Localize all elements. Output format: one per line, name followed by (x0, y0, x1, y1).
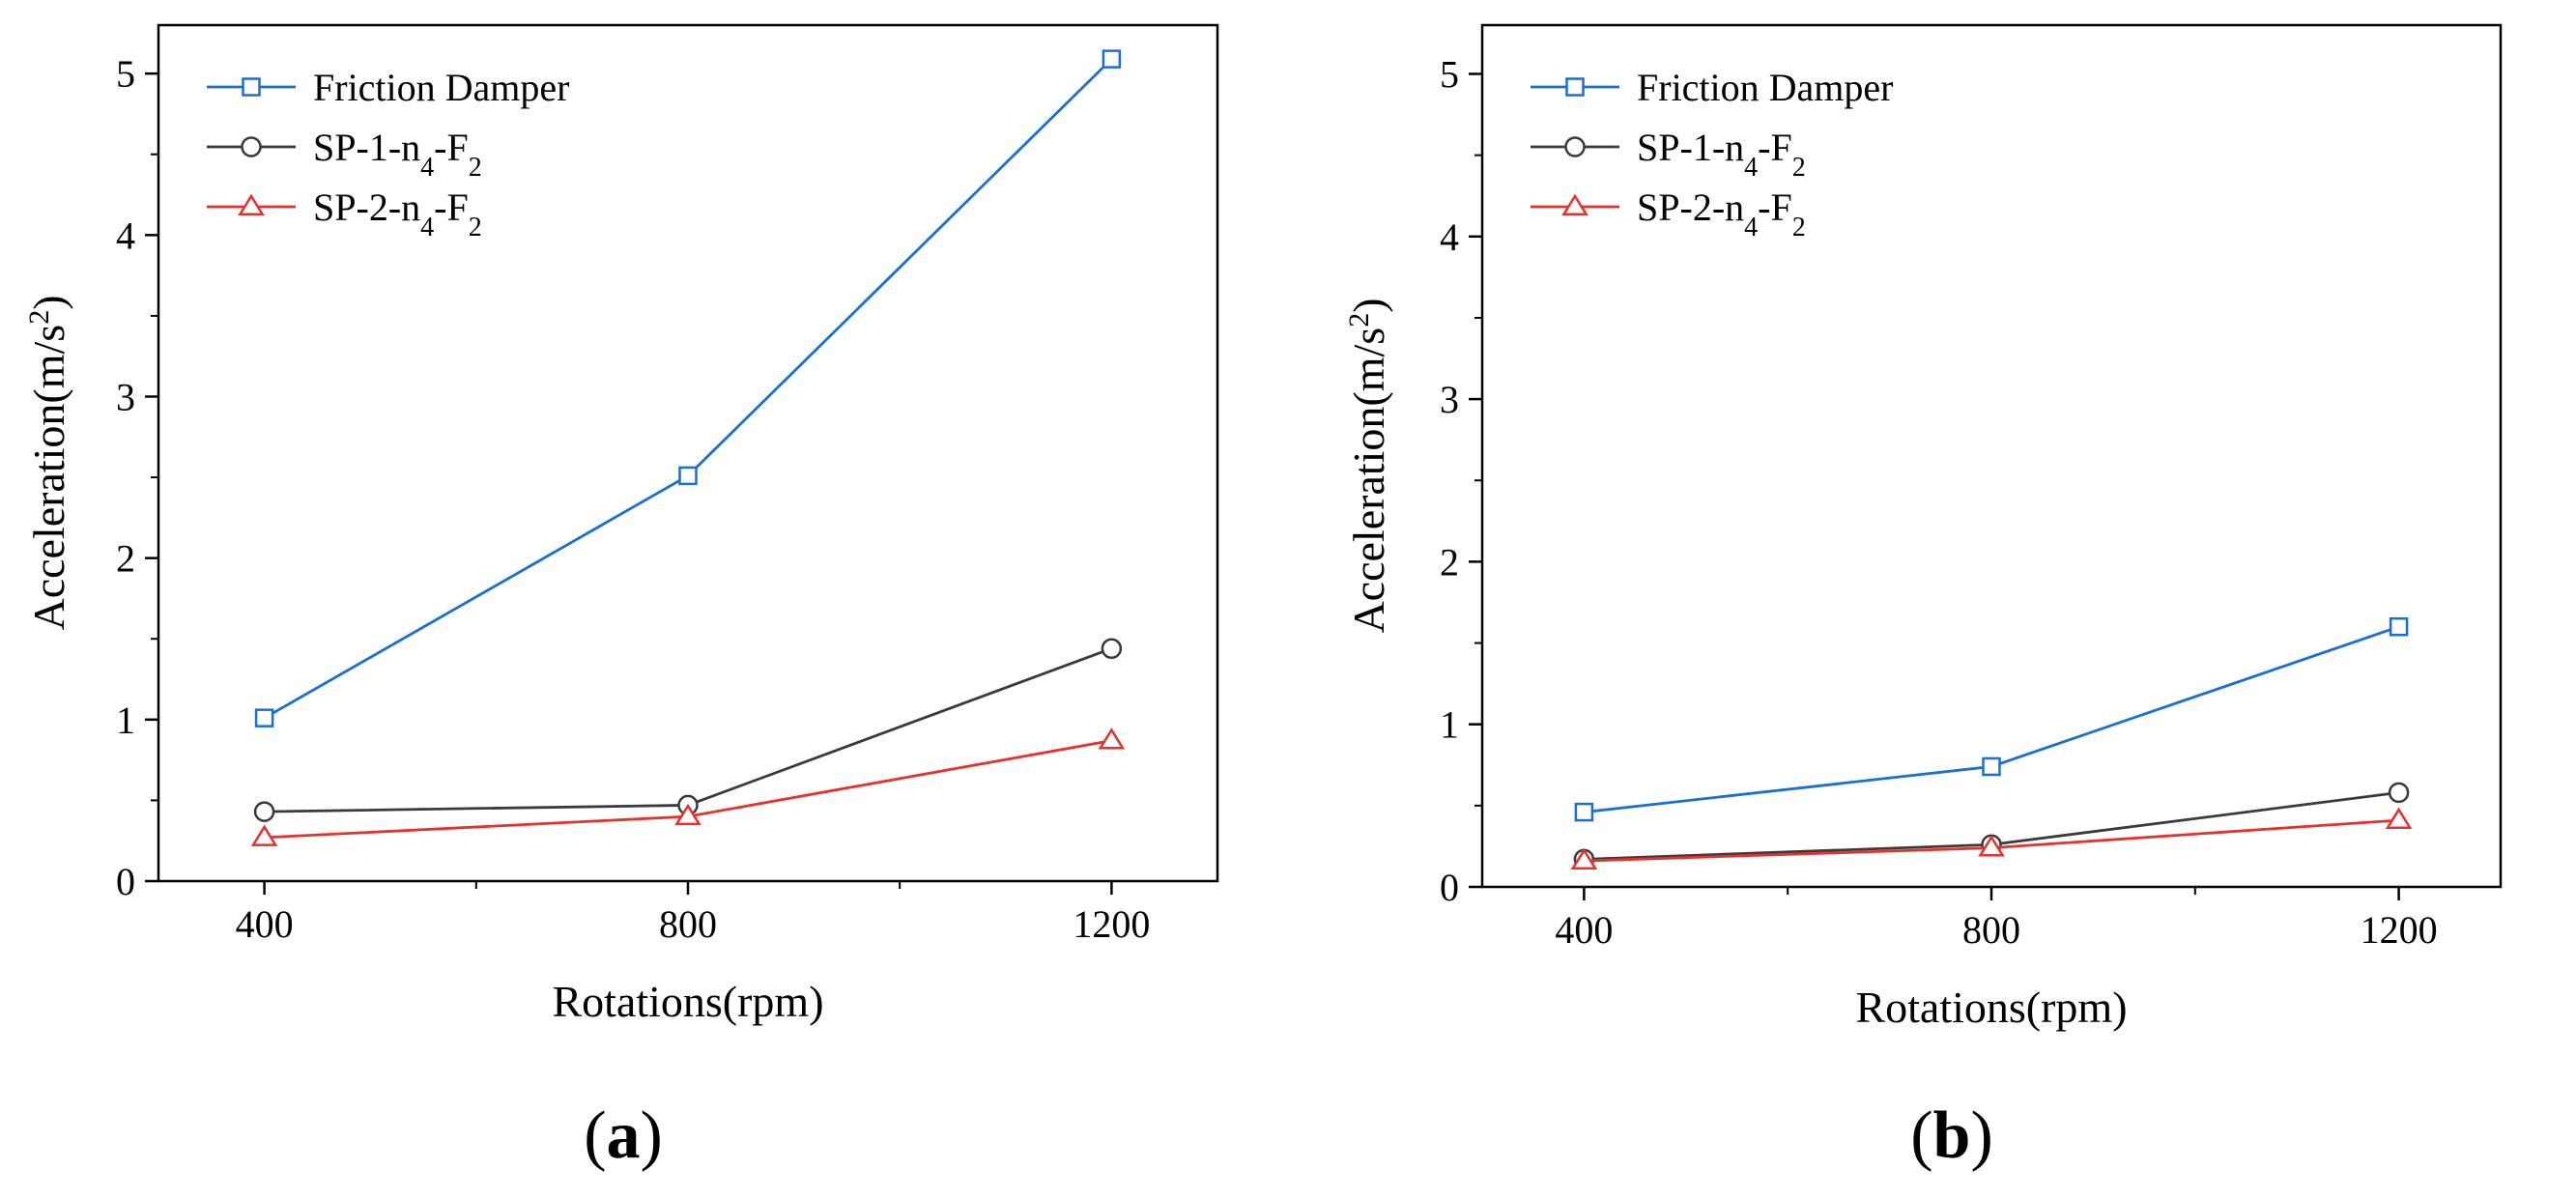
chart-panel-a: 0 1 2 3 4 5 400 800 1200 Rotations(rpm) Accelerati… (23, 23, 1219, 1173)
series-b-0 (1574, 616, 2409, 822)
data-point-b-2-1 (1978, 835, 2005, 857)
data-point-b-0-1 (1982, 756, 2001, 777)
y-tick-label-a-4: 4 (116, 214, 135, 257)
legend-label-sub2-a-2: 2 (469, 213, 482, 242)
chart-panel-b: 0 1 2 3 4 5 400 800 1200 Rotations(rpm) Accelerati… (1343, 23, 2503, 1173)
panel-label-close-a: ) (641, 1098, 663, 1173)
legend-label-tail-a-2: -F (434, 185, 469, 229)
x-tick-label-a-1: 800 (659, 902, 717, 946)
data-point-a-2-2 (1098, 727, 1126, 750)
legend-label-tail-a-1: -F (434, 126, 469, 169)
data-point-a-2-0 (250, 824, 278, 846)
panel-label-letter-b: b (1933, 1098, 1971, 1173)
y-tick-label-b-4: 4 (1440, 215, 1459, 259)
legend-marker-a-0 (242, 77, 261, 97)
y-tick-label-b-3: 3 (1440, 378, 1459, 421)
y-tick-label-a-1: 1 (116, 699, 135, 742)
x-tick-label-b-0: 400 (1555, 908, 1613, 952)
x-tick-label-a-2: 1200 (1073, 902, 1150, 946)
legend-label-a-1: SP-1-n4-F2 (313, 126, 482, 183)
legend-label-main-b-2: SP-2-n (1637, 185, 1744, 229)
legend-marker-b-0 (1565, 77, 1585, 97)
legend-label-main-b-1: SP-1-n (1637, 126, 1744, 169)
y-axis-title-main-a: Acceleration(m/s (24, 325, 73, 631)
legend-label-sub-a-1: 4 (420, 153, 434, 183)
y-axis-title-sup-a: 2 (23, 310, 55, 325)
legend-label-main-a-1: SP-1-n (313, 126, 420, 169)
legend-label-sub2-a-1: 2 (469, 153, 482, 183)
x-tick-label-a-0: 400 (236, 902, 294, 946)
legend-label-main-a-2: SP-2-n (313, 185, 420, 229)
x-tick-label-b-1: 800 (1962, 908, 2020, 952)
panel-label-close-b: ) (1970, 1098, 1992, 1173)
data-point-a-0-1 (678, 466, 698, 486)
legend-marker-b-1 (1564, 136, 1586, 157)
legend-label-sub2-b-1: 2 (1792, 153, 1806, 183)
legend-label-sub-b-2: 4 (1744, 213, 1758, 242)
data-point-a-0-0 (254, 708, 274, 727)
y-axis-title-a: Acceleration(m/s2) (23, 295, 74, 630)
y-tick-label-a-3: 3 (116, 375, 135, 418)
data-point-a-1-2 (1101, 638, 1123, 660)
panel-label-open-b: ( (1910, 1098, 1932, 1173)
y-axis-title-close-a: ) (24, 295, 73, 309)
series-a-1 (253, 638, 1123, 822)
legend-label-b-1: SP-1-n4-F2 (1637, 126, 1806, 183)
legend-marker-b-2 (1561, 193, 1589, 215)
legend-label-main-a-0: Friction Damper (313, 66, 570, 109)
panel-label-b: (b) (1910, 1098, 1993, 1173)
panel-label-open-a: ( (584, 1098, 606, 1173)
legend-label-sub-b-1: 4 (1744, 153, 1758, 183)
legend-marker-a-2 (238, 193, 265, 215)
y-tick-label-b-1: 1 (1440, 703, 1459, 747)
legend-label-sub2-b-2: 2 (1792, 213, 1806, 242)
legend-marker-a-1 (241, 136, 262, 157)
series-line-b-0 (1584, 625, 2400, 813)
data-point-b-0-2 (2389, 616, 2409, 637)
data-point-a-0-2 (1102, 49, 1122, 69)
panel-label-a: (a) (584, 1098, 663, 1173)
legend-label-tail-b-1: -F (1758, 126, 1792, 169)
data-point-b-2-0 (1570, 847, 1598, 870)
data-point-b-0-0 (1574, 802, 1594, 822)
y-tick-label-b-2: 2 (1440, 540, 1459, 584)
y-tick-label-a-5: 5 (116, 52, 135, 96)
legend-label-main-b-0: Friction Damper (1637, 66, 1894, 109)
legend-label-tail-b-2: -F (1758, 185, 1792, 229)
y-axis-title-close-b: ) (1344, 298, 1393, 312)
x-tick-label-b-2: 1200 (2361, 908, 2438, 952)
series-a-2 (250, 727, 1126, 846)
y-tick-label-a-2: 2 (116, 537, 135, 581)
data-point-b-1-2 (2388, 782, 2410, 804)
y-axis-title-main-b: Acceleration(m/s (1344, 328, 1393, 634)
y-axis-title-b: Acceleration(m/s2) (1343, 298, 1394, 633)
panel-label-letter-a: a (607, 1098, 641, 1173)
series-a-0 (254, 49, 1122, 727)
legend-label-sub-a-2: 4 (420, 213, 434, 242)
y-axis-title-sup-b: 2 (1343, 313, 1375, 328)
y-tick-label-a-0: 0 (116, 860, 135, 903)
data-point-a-2-1 (674, 803, 701, 826)
x-axis-title-a: Rotations(rpm) (552, 977, 823, 1026)
data-point-b-2-2 (2385, 807, 2413, 829)
legend-label-a-2: SP-2-n4-F2 (313, 185, 482, 242)
series-b-2 (1570, 807, 2413, 870)
y-tick-label-b-0: 0 (1440, 866, 1459, 909)
legend-label-b-0: Friction Damper (1637, 66, 1894, 109)
x-axis-title-b: Rotations(rpm) (1855, 983, 2127, 1032)
series-line-a-1 (264, 646, 1112, 813)
data-point-a-1-0 (253, 801, 275, 822)
legend-label-b-2: SP-2-n4-F2 (1637, 185, 1806, 242)
legend-label-a-0: Friction Damper (313, 66, 570, 109)
y-tick-label-b-5: 5 (1440, 52, 1459, 96)
